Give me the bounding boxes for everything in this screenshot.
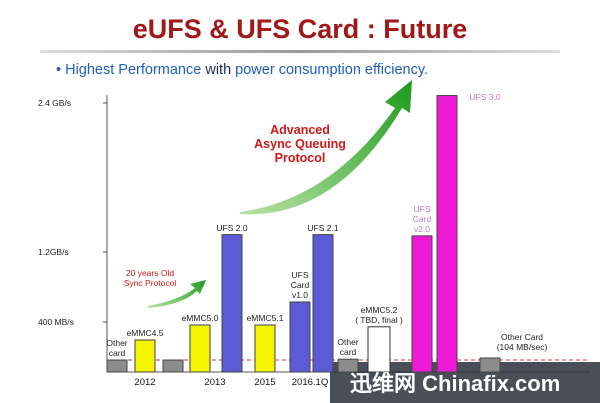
title: eUFS & UFS Card : Future xyxy=(132,14,468,44)
bar-label: Other card xyxy=(106,338,128,359)
bar-label: UFS Card v1.0 xyxy=(290,269,310,300)
watermark-site: Chinafix.com xyxy=(422,371,561,396)
bar-label: Other card xyxy=(337,337,359,358)
y-tick-label: 1.2GB/s xyxy=(38,247,69,257)
bullet: • Highest Performance with power consump… xyxy=(56,62,429,78)
bar-label: UFS 2.1 xyxy=(307,222,339,233)
bar xyxy=(411,235,433,373)
bar-label: UFS 2.0 xyxy=(216,222,248,233)
bar xyxy=(312,234,334,373)
bar xyxy=(189,324,211,373)
y-tick-label: 2.4 GB/s xyxy=(38,98,72,108)
title-rule xyxy=(40,50,560,53)
bar xyxy=(254,324,276,373)
x-tick-label: 2015 xyxy=(254,377,276,388)
bar-label: eMMC5.0 xyxy=(181,313,219,323)
big-arrow xyxy=(240,80,412,215)
watermark: 迅维网 Chinafix.com xyxy=(350,366,560,398)
bar xyxy=(162,359,184,373)
x-tick-label: 2016.1Q xyxy=(291,377,329,388)
bar xyxy=(367,326,391,373)
bar-label: UFS 3.0 xyxy=(469,91,501,102)
small-arrow xyxy=(148,280,206,308)
bar-label: Other Card (104 MB/sec) xyxy=(496,332,548,352)
bar xyxy=(479,357,501,373)
bullet-segment: Highest Performance xyxy=(65,62,202,78)
bar xyxy=(221,234,243,373)
annotation: Advanced Async Queuing Protocol xyxy=(254,123,346,165)
bar-label: eMMC4.5 xyxy=(126,328,164,338)
bar xyxy=(337,358,359,373)
bar-label: eMMC5.1 xyxy=(246,313,284,323)
bar xyxy=(106,359,128,373)
x-tick-label: 2012 xyxy=(134,377,156,388)
bar xyxy=(134,339,156,373)
bar-label: UFS Card v2.0 xyxy=(412,203,432,234)
y-tick-label: 400 MB/s xyxy=(38,317,74,327)
bullet-segment: power consumption efficiency. xyxy=(235,62,429,78)
bar xyxy=(289,301,311,373)
x-tick-label: 2013 xyxy=(204,377,226,388)
watermark-brand: 迅维网 xyxy=(350,371,417,396)
bar-label: eMMC5.2 ( TBD, final ) xyxy=(355,304,403,325)
bar xyxy=(436,95,458,373)
bullet-segment: with xyxy=(205,62,232,78)
annotation: 20 years Old Sync Protocol xyxy=(123,268,177,288)
